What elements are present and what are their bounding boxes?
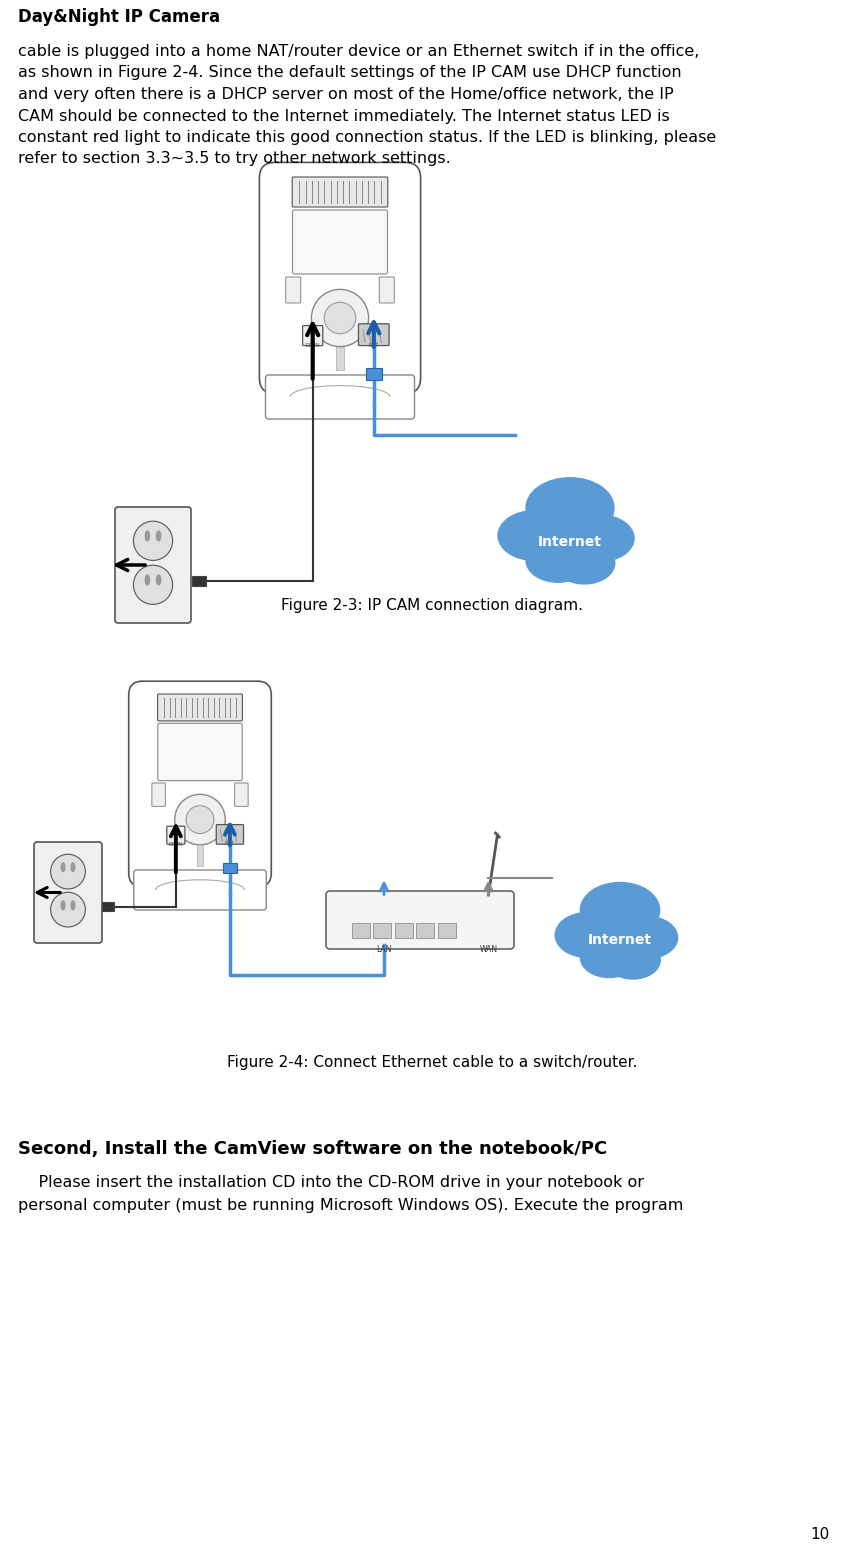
FancyBboxPatch shape bbox=[265, 374, 415, 419]
Ellipse shape bbox=[606, 941, 660, 978]
Bar bbox=[336, 346, 344, 370]
Bar bbox=[365, 368, 382, 379]
Bar bbox=[438, 922, 456, 938]
Text: NET: NET bbox=[225, 842, 235, 846]
Text: DC/IN: DC/IN bbox=[306, 343, 320, 348]
Circle shape bbox=[311, 289, 369, 346]
Text: as shown in Figure 2-4. Since the default settings of the IP CAM use DHCP functi: as shown in Figure 2-4. Since the defaul… bbox=[18, 65, 682, 81]
Text: personal computer (must be running Microsoft Windows OS). Execute the program: personal computer (must be running Micro… bbox=[18, 1197, 683, 1213]
FancyBboxPatch shape bbox=[115, 506, 191, 623]
Text: WAN: WAN bbox=[480, 946, 498, 955]
Ellipse shape bbox=[581, 882, 659, 938]
Bar bbox=[373, 922, 391, 938]
Ellipse shape bbox=[526, 539, 590, 582]
Ellipse shape bbox=[156, 575, 161, 585]
Text: Internet: Internet bbox=[538, 534, 602, 550]
FancyBboxPatch shape bbox=[129, 682, 271, 887]
FancyBboxPatch shape bbox=[302, 326, 323, 346]
Bar bbox=[395, 922, 413, 938]
Bar bbox=[352, 922, 370, 938]
Bar bbox=[102, 902, 114, 912]
Text: Second, Install the CamView software on the notebook/PC: Second, Install the CamView software on … bbox=[18, 1140, 607, 1159]
Ellipse shape bbox=[556, 913, 620, 958]
Circle shape bbox=[51, 854, 86, 888]
Ellipse shape bbox=[526, 478, 614, 539]
FancyBboxPatch shape bbox=[158, 724, 242, 781]
Text: Internet: Internet bbox=[588, 933, 652, 947]
Text: NET: NET bbox=[369, 343, 378, 348]
Circle shape bbox=[186, 806, 214, 834]
FancyBboxPatch shape bbox=[167, 826, 185, 845]
Ellipse shape bbox=[61, 901, 65, 910]
Text: refer to section 3.3~3.5 to try other network settings.: refer to section 3.3~3.5 to try other ne… bbox=[18, 152, 451, 166]
Text: CAM should be connected to the Internet immediately. The Internet status LED is: CAM should be connected to the Internet … bbox=[18, 109, 670, 124]
Ellipse shape bbox=[71, 901, 75, 910]
Ellipse shape bbox=[145, 575, 149, 585]
FancyBboxPatch shape bbox=[34, 842, 102, 943]
FancyBboxPatch shape bbox=[152, 783, 165, 806]
Ellipse shape bbox=[531, 520, 608, 573]
FancyBboxPatch shape bbox=[359, 323, 389, 346]
Circle shape bbox=[324, 303, 356, 334]
Ellipse shape bbox=[567, 516, 634, 561]
Text: Figure 2-4: Connect Ethernet cable to a switch/router.: Figure 2-4: Connect Ethernet cable to a … bbox=[226, 1054, 638, 1070]
Circle shape bbox=[51, 893, 86, 927]
FancyBboxPatch shape bbox=[134, 870, 266, 910]
Text: Please insert the installation CD into the CD-ROM drive in your notebook or: Please insert the installation CD into t… bbox=[18, 1176, 644, 1190]
FancyBboxPatch shape bbox=[326, 891, 514, 949]
Text: DC/IN: DC/IN bbox=[168, 842, 183, 846]
Ellipse shape bbox=[71, 863, 75, 871]
Text: Figure 2-3: IP CAM connection diagram.: Figure 2-3: IP CAM connection diagram. bbox=[281, 598, 583, 613]
Circle shape bbox=[133, 565, 173, 604]
Ellipse shape bbox=[617, 916, 677, 958]
Ellipse shape bbox=[554, 542, 615, 584]
Circle shape bbox=[175, 794, 226, 845]
Circle shape bbox=[133, 522, 173, 561]
Bar bbox=[196, 845, 203, 867]
Bar bbox=[192, 576, 206, 585]
Bar bbox=[223, 863, 237, 873]
Text: and very often there is a DHCP server on most of the Home/office network, the IP: and very often there is a DHCP server on… bbox=[18, 87, 674, 102]
FancyBboxPatch shape bbox=[216, 825, 244, 845]
Text: 10: 10 bbox=[810, 1527, 829, 1542]
FancyBboxPatch shape bbox=[157, 694, 243, 721]
FancyBboxPatch shape bbox=[259, 163, 421, 393]
Ellipse shape bbox=[61, 863, 65, 871]
Bar bbox=[416, 922, 435, 938]
Ellipse shape bbox=[145, 531, 149, 540]
Ellipse shape bbox=[156, 531, 161, 540]
Ellipse shape bbox=[581, 938, 638, 977]
FancyBboxPatch shape bbox=[293, 210, 387, 273]
FancyBboxPatch shape bbox=[286, 276, 301, 303]
Ellipse shape bbox=[586, 921, 655, 969]
FancyBboxPatch shape bbox=[292, 177, 388, 207]
FancyBboxPatch shape bbox=[379, 276, 394, 303]
Text: constant red light to indicate this good connection status. If the LED is blinki: constant red light to indicate this good… bbox=[18, 130, 716, 144]
FancyBboxPatch shape bbox=[235, 783, 248, 806]
Text: LAN: LAN bbox=[377, 946, 391, 955]
Text: Day&Night IP Camera: Day&Night IP Camera bbox=[18, 8, 220, 26]
Ellipse shape bbox=[498, 511, 570, 561]
Text: cable is plugged into a home NAT/router device or an Ethernet switch if in the o: cable is plugged into a home NAT/router … bbox=[18, 43, 699, 59]
